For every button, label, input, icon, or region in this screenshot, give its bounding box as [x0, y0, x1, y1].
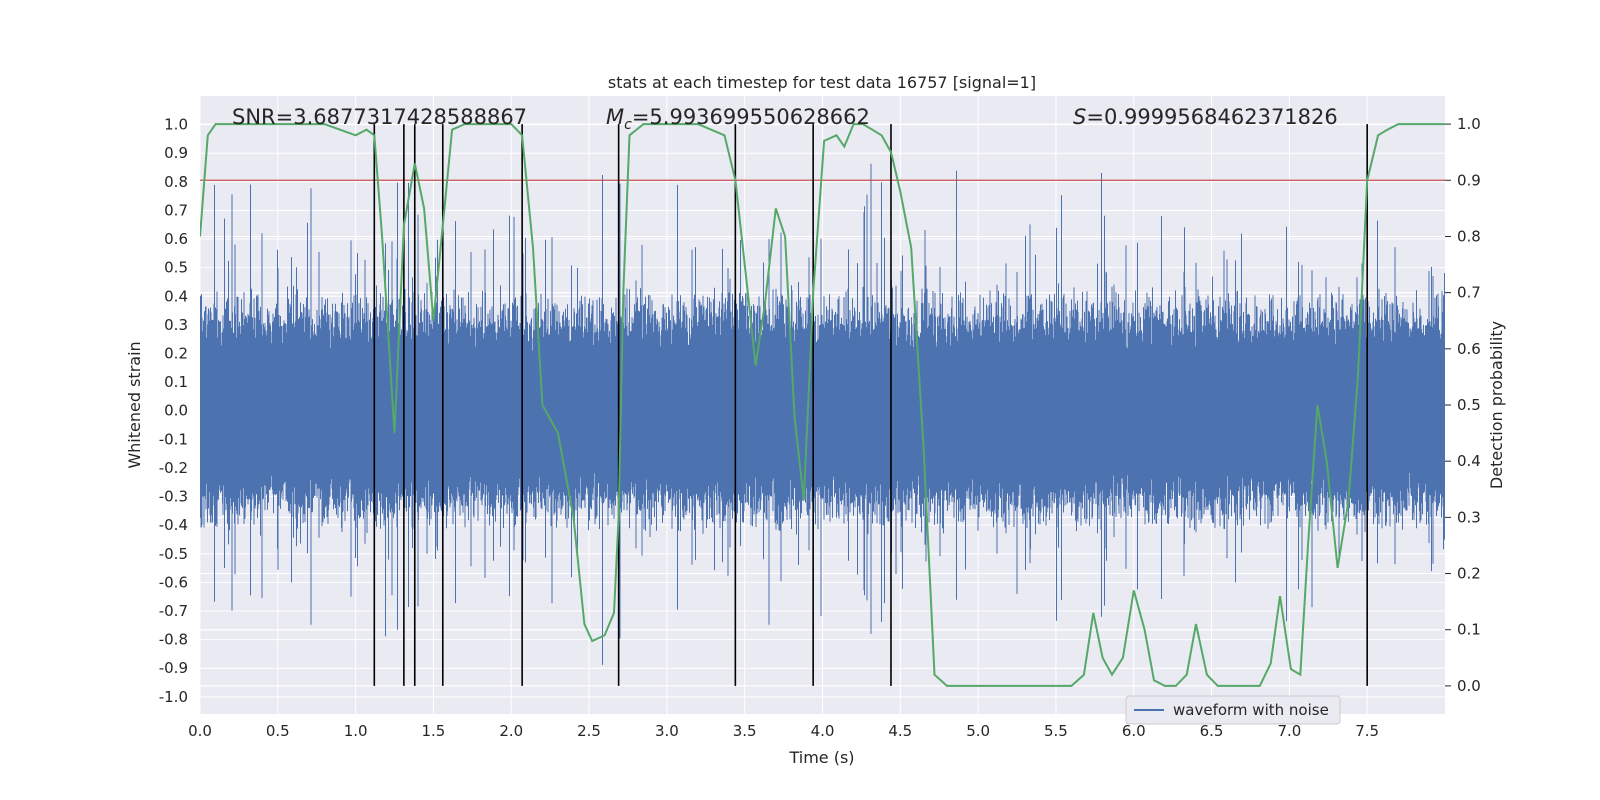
x-tick-label: 2.0 — [499, 722, 523, 740]
event-markers — [373, 124, 1368, 686]
x-tick-label: 5.5 — [1044, 722, 1068, 740]
y-tick-label: -0.9 — [159, 659, 188, 677]
y-tick-label: -0.8 — [159, 631, 188, 649]
legend-label: waveform with noise — [1173, 701, 1329, 719]
y-axis-label-left: Whitened strain — [125, 341, 144, 468]
snr-annotation: SNR=3.6877317428588867 — [232, 105, 527, 129]
y2-tick-label: 0.7 — [1457, 284, 1481, 302]
y-tick-label: 0.9 — [164, 144, 188, 162]
y-tick-label: 0.5 — [164, 259, 188, 277]
y-tick-label: 0.3 — [164, 316, 188, 334]
y-tick-label: 1.0 — [164, 116, 188, 134]
x-tick-label: 6.0 — [1122, 722, 1146, 740]
x-tick-label: 3.5 — [733, 722, 757, 740]
y-tick-label: -0.5 — [159, 545, 188, 563]
x-tick-label: 2.5 — [577, 722, 601, 740]
y-tick-label: 0.1 — [164, 373, 188, 391]
y-right-axis-ticks: 1.0 0.9 0.8 0.7 0.6 0.5 0.4 0.3 0.2 0.1 0.0 — [1445, 115, 1481, 695]
y2-tick-label: 0.5 — [1457, 396, 1481, 414]
x-tick-label: 7.0 — [1277, 722, 1301, 740]
probability-series-line — [200, 123, 1445, 687]
y-tick-label: -0.2 — [159, 459, 188, 477]
legend: waveform with noise — [1125, 695, 1341, 725]
y-tick-label: 0.0 — [164, 402, 188, 420]
x-axis-label: Time (s) — [788, 748, 854, 767]
s-annotation: S=0.9999568462371826 — [1073, 105, 1338, 129]
y-tick-label: -0.3 — [159, 488, 188, 506]
y-tick-label: -0.6 — [159, 573, 188, 591]
y2-tick-label: 0.6 — [1457, 340, 1481, 358]
x-tick-label: 1.5 — [422, 722, 446, 740]
x-tick-label: 1.0 — [344, 722, 368, 740]
y-tick-label: -1.0 — [159, 688, 188, 706]
legend-box — [1125, 695, 1341, 725]
y2-tick-label: 1.0 — [1457, 115, 1481, 133]
x-tick-label: 4.5 — [888, 722, 912, 740]
y-tick-label: -0.4 — [159, 516, 188, 534]
y2-tick-label: 0.8 — [1457, 227, 1481, 245]
y2-tick-label: 0.9 — [1457, 171, 1481, 189]
x-tick-label: 4.0 — [811, 722, 835, 740]
y-axis-label-right: Detection probability — [1487, 321, 1506, 489]
x-tick-label: 7.5 — [1355, 722, 1379, 740]
mc-annotation: Mc=5.993699550628662 — [606, 105, 870, 133]
y-tick-label: 0.6 — [164, 230, 188, 248]
y-tick-label: -0.1 — [159, 430, 188, 448]
y-tick-label: -0.7 — [159, 602, 188, 620]
y-tick-label: 0.4 — [164, 287, 188, 305]
y2-tick-label: 0.4 — [1457, 452, 1481, 470]
x-tick-label: 3.0 — [655, 722, 679, 740]
y2-tick-label: 0.1 — [1457, 621, 1481, 639]
y-left-axis-ticks: 1.0 0.9 0.8 0.7 0.6 0.5 0.4 0.3 0.2 0.1 0.0 -0.1 -0.… — [159, 116, 188, 706]
y2-tick-label: 0.0 — [1457, 677, 1481, 695]
y-tick-label: 0.2 — [164, 345, 188, 363]
y-tick-label: 0.8 — [164, 173, 188, 191]
x-tick-label: 5.0 — [966, 722, 990, 740]
x-tick-label: 0.5 — [266, 722, 290, 740]
y2-tick-label: 0.2 — [1457, 565, 1481, 583]
y2-tick-label: 0.3 — [1457, 508, 1481, 526]
x-axis-ticks: 0.0 0.5 1.0 1.5 2.0 2.5 3.0 3.5 4.0 4.5 5.0 5.5 6.0 6… — [188, 722, 1379, 740]
x-tick-label: 0.0 — [188, 722, 212, 740]
y-tick-label: 0.7 — [164, 201, 188, 219]
chart-title: stats at each timestep for test data 167… — [608, 73, 1036, 92]
x-tick-label: 6.5 — [1200, 722, 1224, 740]
